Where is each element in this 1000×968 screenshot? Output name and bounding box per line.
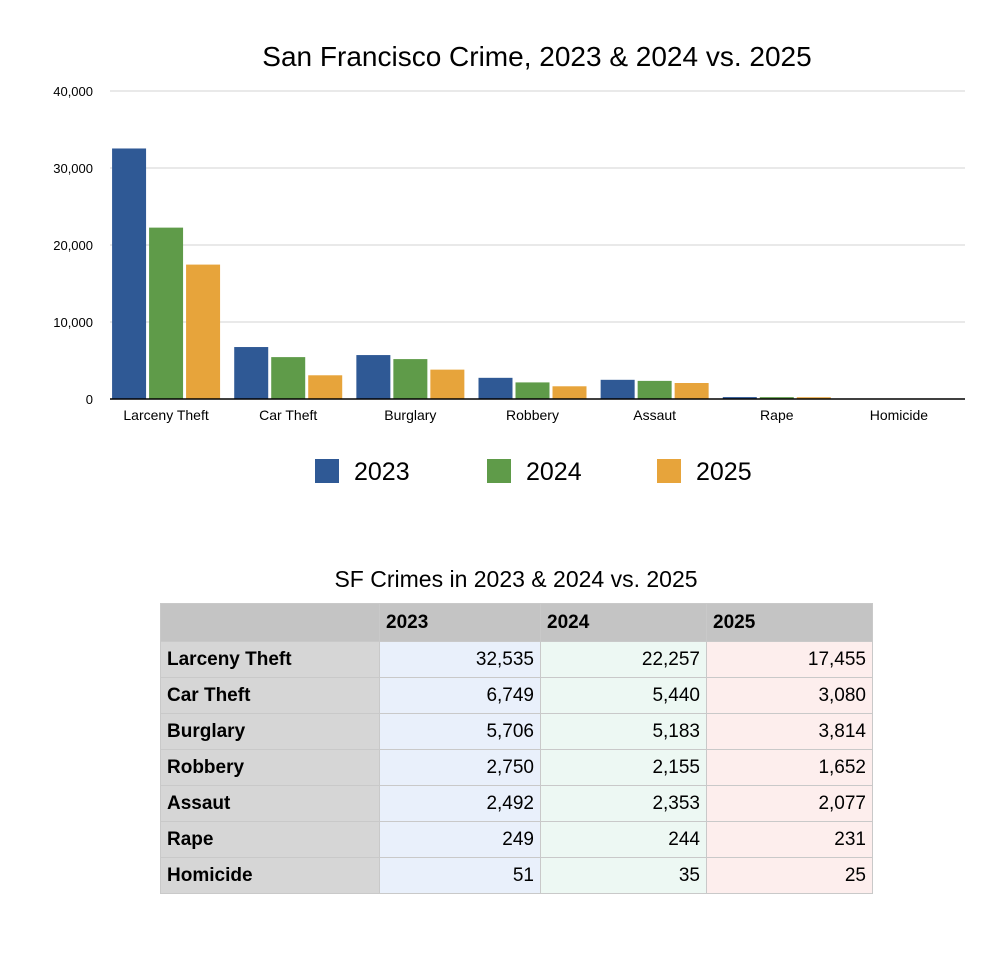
bar-2025 — [796, 397, 831, 399]
x-tick-label: Car Theft — [259, 407, 317, 423]
bar-2023 — [234, 347, 269, 399]
cell-2024: 2,155 — [540, 749, 707, 786]
y-tick-label: 20,000 — [53, 238, 93, 253]
legend-swatch-2025 — [657, 459, 681, 483]
row-label: Robbery — [160, 749, 380, 786]
y-tick-label: 0 — [86, 392, 93, 407]
table-row: Homicide 51 35 25 — [160, 857, 873, 894]
bar-2025 — [308, 375, 343, 399]
table-row: Larceny Theft 32,535 22,257 17,455 — [160, 641, 873, 678]
row-label: Larceny Theft — [160, 641, 380, 678]
legend-label-2024: 2024 — [526, 458, 582, 486]
y-tick-label: 10,000 — [53, 315, 93, 330]
bar-2023 — [356, 355, 391, 399]
table-row: Burglary 5,706 5,183 3,814 — [160, 713, 873, 750]
table-header-2023: 2023 — [379, 603, 541, 642]
cell-2025: 25 — [706, 857, 873, 894]
cell-2025: 3,080 — [706, 677, 873, 714]
bars — [112, 148, 953, 399]
chart-title: San Francisco Crime, 2023 & 2024 vs. 202… — [262, 41, 811, 72]
bar-2023 — [478, 377, 513, 399]
cell-2023: 2,492 — [379, 785, 541, 822]
gridlines — [110, 90, 965, 323]
table-header-row: 2023 2024 2025 — [160, 603, 873, 642]
bar-2024 — [515, 382, 550, 399]
cell-2025: 2,077 — [706, 785, 873, 822]
y-axis-ticks: 0 10,000 20,000 30,000 40,000 — [53, 84, 93, 407]
cell-2024: 244 — [540, 821, 707, 858]
x-tick-label: Rape — [760, 407, 794, 423]
cell-2024: 5,440 — [540, 677, 707, 714]
legend-label-2023: 2023 — [354, 458, 410, 486]
table-header-2025: 2025 — [706, 603, 873, 642]
cell-2024: 2,353 — [540, 785, 707, 822]
crime-table: 2023 2024 2025 Larceny Theft 32,535 22,2… — [160, 603, 873, 894]
table-row: Assaut 2,492 2,353 2,077 — [160, 785, 873, 822]
bar-chart: San Francisco Crime, 2023 & 2024 vs. 202… — [53, 41, 965, 486]
table-header-2024: 2024 — [540, 603, 707, 642]
x-tick-label: Larceny Theft — [123, 407, 208, 423]
cell-2025: 1,652 — [706, 749, 873, 786]
x-axis-labels: Larceny Theft Car Theft Burglary Robbery Ass… — [123, 407, 928, 423]
cell-2023: 51 — [379, 857, 541, 894]
bar-2024 — [637, 380, 672, 399]
cell-2023: 2,750 — [379, 749, 541, 786]
bar-2024 — [393, 359, 428, 399]
table-title: SF Crimes in 2023 & 2024 vs. 2025 — [334, 566, 698, 592]
x-tick-label: Robbery — [506, 407, 559, 423]
cell-2023: 6,749 — [379, 677, 541, 714]
cell-2024: 22,257 — [540, 641, 707, 678]
cell-2025: 3,814 — [706, 713, 873, 750]
row-label: Homicide — [160, 857, 380, 894]
bar-2025 — [430, 369, 465, 399]
bar-2025 — [186, 264, 221, 399]
bar-2024 — [271, 357, 306, 399]
table-header-corner — [160, 603, 380, 642]
cell-2024: 35 — [540, 857, 707, 894]
row-label: Assaut — [160, 785, 380, 822]
table-row: Car Theft 6,749 5,440 3,080 — [160, 677, 873, 714]
cell-2025: 17,455 — [706, 641, 873, 678]
row-label: Rape — [160, 821, 380, 858]
row-label: Car Theft — [160, 677, 380, 714]
cell-2023: 249 — [379, 821, 541, 858]
x-tick-label: Assaut — [633, 407, 676, 423]
x-tick-label: Burglary — [384, 407, 436, 423]
cell-2025: 231 — [706, 821, 873, 858]
legend-swatch-2024 — [487, 459, 511, 483]
y-tick-label: 40,000 — [53, 84, 93, 99]
table-row: Robbery 2,750 2,155 1,652 — [160, 749, 873, 786]
bar-2023 — [722, 397, 757, 399]
y-tick-label: 30,000 — [53, 161, 93, 176]
row-label: Burglary — [160, 713, 380, 750]
table-row: Rape 249 244 231 — [160, 821, 873, 858]
bar-2024 — [149, 227, 184, 399]
bar-2025 — [674, 383, 709, 399]
legend-label-2025: 2025 — [696, 458, 752, 486]
x-tick-label: Homicide — [870, 407, 929, 423]
bar-2023 — [600, 379, 635, 399]
cell-2023: 5,706 — [379, 713, 541, 750]
bar-2024 — [759, 397, 794, 399]
legend: 2023 2024 2025 — [315, 458, 752, 486]
legend-swatch-2023 — [315, 459, 339, 483]
cell-2023: 32,535 — [379, 641, 541, 678]
cell-2024: 5,183 — [540, 713, 707, 750]
bar-2025 — [552, 386, 587, 399]
bar-2023 — [112, 148, 147, 399]
